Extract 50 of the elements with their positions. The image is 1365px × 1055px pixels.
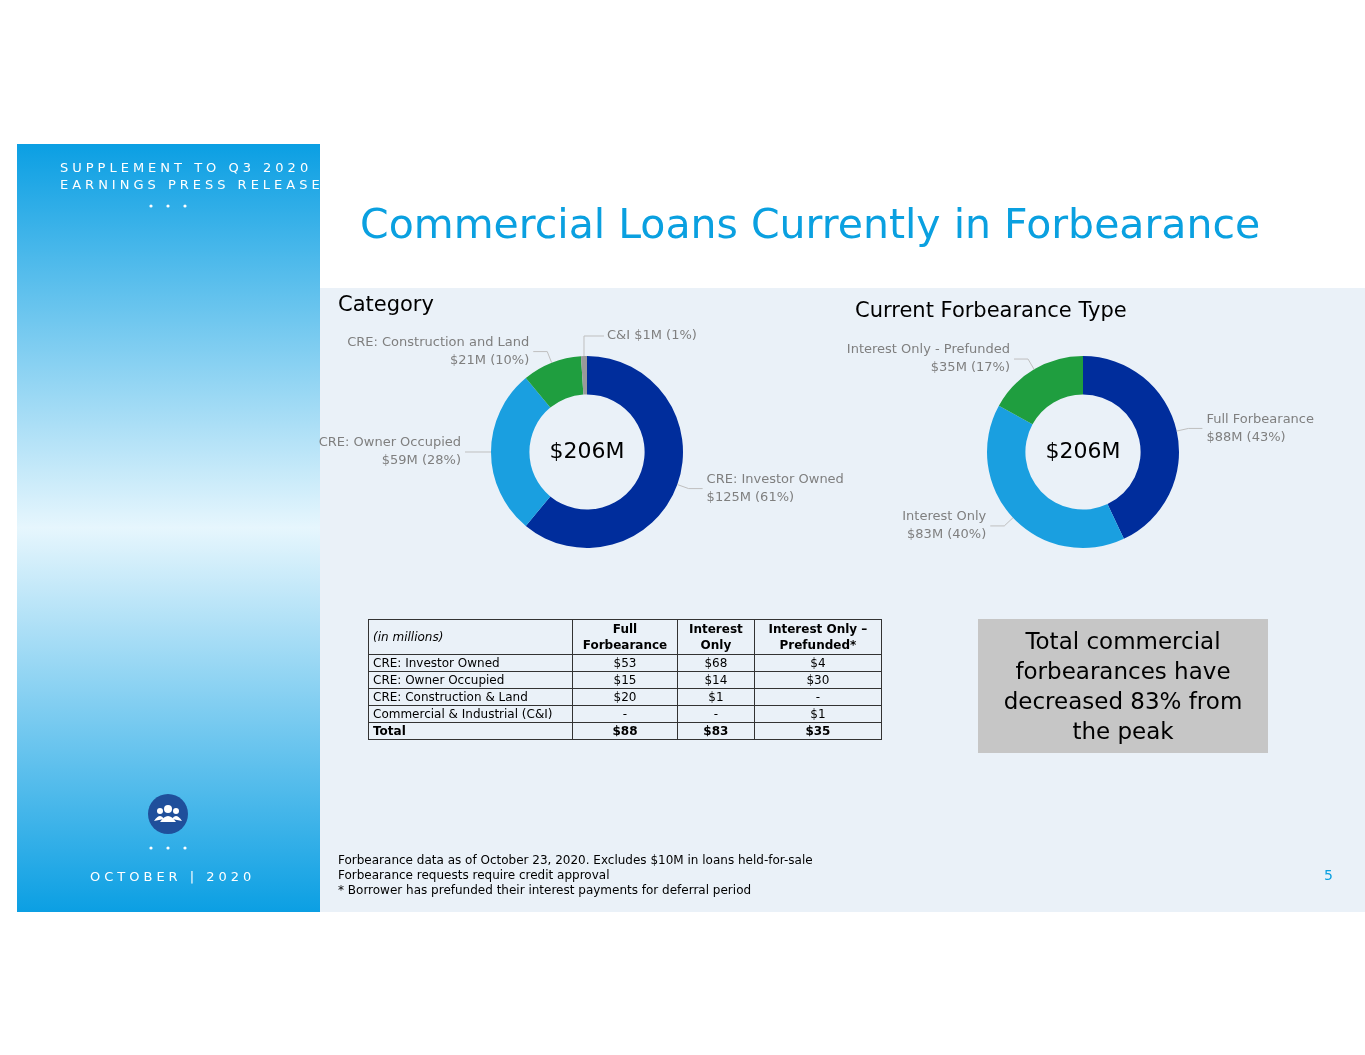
text: -	[622, 707, 628, 721]
text: $83	[703, 724, 729, 738]
slice-label: Interest Only	[902, 508, 987, 524]
category-label: CRE: Investor Owned	[373, 656, 500, 670]
slice-label: CRE: Investor Owned	[706, 470, 844, 486]
data-label: $125M (61%)	[706, 488, 795, 504]
text: $1	[810, 707, 826, 721]
category-label: CRE: Construction & Land	[373, 690, 528, 704]
text: SUPPLEMENT TO Q3 2020	[60, 160, 313, 175]
text: $4	[810, 656, 826, 670]
slice-label: Full Forbearance	[1206, 410, 1314, 426]
text: Forbearance requests require credit approval	[338, 868, 611, 883]
text: (in millions)	[368, 619, 573, 655]
slice-label: CRE: Construction and Land	[347, 333, 530, 349]
text: $206M	[549, 437, 625, 463]
text: Forbearance data as of October 23, 2020. Excludes $10M in loans held-for-sale	[338, 853, 813, 868]
category-label: Total	[373, 724, 406, 738]
data-label: $88M (43%)	[1206, 428, 1286, 444]
text: $20	[613, 690, 637, 704]
category-label: Commercial & Industrial (C&I)	[373, 707, 553, 721]
text: Commercial Loans Currently in Forbearance	[360, 200, 1261, 248]
category-label: Interest Only	[677, 619, 755, 655]
text: $1	[708, 690, 724, 704]
text: $68	[704, 656, 728, 670]
slice-label: CRE: Owner Occupied	[318, 434, 461, 450]
text: $15	[613, 673, 637, 687]
category-label: Interest Only – Prefunded*	[754, 619, 882, 655]
chart-title: Current Forbearance Type	[855, 298, 1128, 322]
category-label: Full Forbearance	[572, 619, 678, 655]
chart-title: Category	[338, 292, 434, 316]
text: $30	[806, 673, 830, 687]
text: -	[713, 707, 719, 721]
data-label: $83M (40%)	[907, 526, 987, 542]
text: $53	[613, 656, 637, 670]
slice-label: Interest Only - Prefunded	[846, 341, 1011, 357]
text: OCTOBER | 2020	[90, 869, 256, 884]
text: 5	[1324, 867, 1333, 883]
text: -	[815, 690, 821, 704]
text: $14	[704, 673, 728, 687]
data-label: $59M (28%)	[381, 452, 461, 468]
category-label: CRE: Owner Occupied	[373, 673, 505, 687]
text: $88	[612, 724, 638, 738]
slice-label: C&I $1M (1%)	[607, 327, 697, 343]
data-label: $21M (10%)	[450, 351, 530, 367]
text: EARNINGS PRESS RELEASE	[60, 177, 324, 192]
data-label: $35M (17%)	[930, 359, 1011, 375]
text: * Borrower has prefunded their interest payments for deferral period	[338, 883, 753, 898]
text: $206M	[1045, 437, 1121, 463]
text: $35	[805, 724, 831, 738]
text: Total commercial forbearances have decreased 83% from the peak	[978, 619, 1268, 753]
